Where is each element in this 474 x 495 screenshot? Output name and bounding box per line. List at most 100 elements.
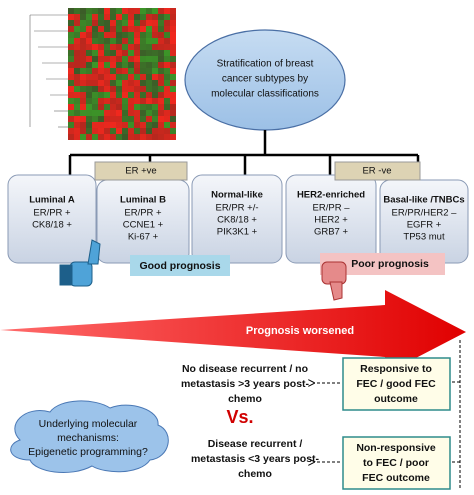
heat-cell [110,104,116,110]
heat-cell [74,110,80,116]
heat-cell [158,26,164,32]
heat-cell [164,122,170,128]
heat-cell [140,38,146,44]
heat-cell [74,8,80,14]
heat-cell [158,110,164,116]
subtype-marker: EGFR + [407,220,442,231]
subtype-marker: ER/PR + [33,208,71,219]
heat-cell [92,44,98,50]
heat-cell [86,80,92,86]
outcome-text: chemo [228,393,262,405]
heat-cell [74,20,80,26]
heat-cell [164,104,170,110]
heat-cell [104,62,110,68]
heat-cell [116,50,122,56]
heat-cell [164,20,170,26]
heat-cell [110,74,116,80]
heat-cell [98,8,104,14]
er-label: ER -ve [362,166,391,177]
heat-cell [170,62,176,68]
heat-cell [92,68,98,74]
heat-cell [110,134,116,140]
heat-cell [86,128,92,134]
heat-cell [128,62,134,68]
heat-cell [92,92,98,98]
heat-cell [164,80,170,86]
heat-cell [170,44,176,50]
heat-cell [92,80,98,86]
heat-cell [68,26,74,32]
heat-cell [74,56,80,62]
subtype-marker: ER/PR +/- [215,203,258,214]
heat-cell [92,62,98,68]
heat-cell [134,86,140,92]
heat-cell [68,74,74,80]
subtype-marker: Ki-67 + [128,232,159,243]
heat-cell [110,128,116,134]
heat-cell [86,50,92,56]
heat-cell [68,86,74,92]
heat-cell [128,20,134,26]
heat-cell [74,50,80,56]
heat-cell [158,62,164,68]
heat-cell [74,104,80,110]
heat-cell [110,26,116,32]
heat-cell [116,38,122,44]
cloud [10,400,169,473]
heat-cell [74,134,80,140]
heat-cell [74,32,80,38]
subtype-name: Luminal A [29,195,75,206]
heat-cell [80,20,86,26]
heat-cell [80,134,86,140]
heat-cell [128,134,134,140]
heat-cell [134,128,140,134]
heat-cell [140,62,146,68]
heat-cell [158,38,164,44]
heat-cell [134,122,140,128]
heat-cell [164,116,170,122]
heat-cell [146,44,152,50]
heat-cell [146,80,152,86]
heat-cell [92,128,98,134]
heat-cell [152,56,158,62]
heat-cell [92,56,98,62]
heat-cell [134,8,140,14]
heat-cell [146,38,152,44]
heat-cell [170,116,176,122]
heat-cell [146,20,152,26]
vs: Vs. [226,407,253,427]
heat-cell [74,116,80,122]
heat-cell [134,20,140,26]
heat-cell [140,68,146,74]
heat-cell [122,26,128,32]
heat-cell [104,56,110,62]
heat-cell [122,8,128,14]
heat-cell [104,128,110,134]
heat-cell [146,14,152,20]
heat-cell [68,20,74,26]
heat-cell [110,44,116,50]
heat-cell [68,134,74,140]
heat-cell [170,110,176,116]
heat-cell [98,92,104,98]
heat-cell [98,38,104,44]
heat-cell [74,122,80,128]
heat-cell [80,44,86,50]
heat-cell [128,110,134,116]
subtype-marker: HER2 + [314,215,348,226]
heat-cell [98,104,104,110]
heat-cell [98,80,104,86]
subtype-name: Luminal B [120,195,166,206]
heat-cell [152,62,158,68]
heat-cell [122,122,128,128]
heat-cell [158,20,164,26]
heat-cell [68,8,74,14]
heatmap [29,8,176,140]
heat-cell [116,14,122,20]
heat-cell [86,74,92,80]
heat-cell [116,134,122,140]
heat-cell [110,86,116,92]
heat-cell [80,50,86,56]
heat-cell [92,74,98,80]
heat-cell [158,80,164,86]
